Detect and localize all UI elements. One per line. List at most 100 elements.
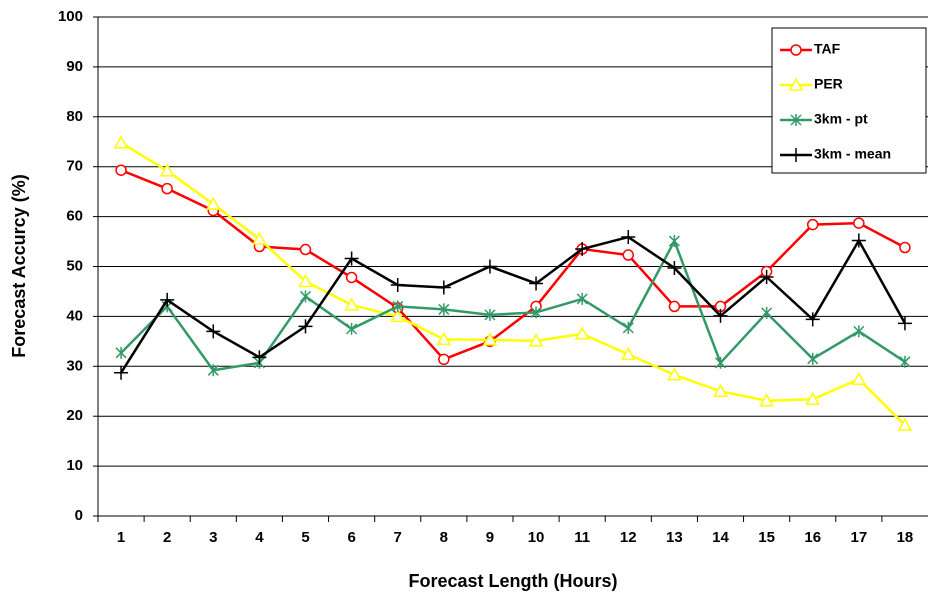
x-tick-label: 1 <box>117 529 125 546</box>
data-point <box>252 231 267 245</box>
data-point <box>576 292 588 305</box>
x-tick-label: 6 <box>347 529 355 546</box>
x-tick-label: 2 <box>163 529 171 546</box>
x-tick-label: 17 <box>850 529 867 546</box>
data-point <box>622 249 635 261</box>
data-point <box>529 276 544 291</box>
x-axis-title: Forecast Length (Hours) <box>408 571 617 591</box>
data-point <box>390 308 405 323</box>
x-tick-label: 14 <box>712 529 729 546</box>
x-tick-label: 3 <box>209 529 217 546</box>
legend-marker <box>788 77 804 91</box>
series-line <box>120 141 906 427</box>
data-point <box>298 273 313 288</box>
x-tick-label: 13 <box>666 529 683 546</box>
data-point <box>805 312 820 327</box>
y-tick-label: 80 <box>66 108 83 125</box>
data-point <box>621 230 636 245</box>
y-tick-label: 60 <box>66 208 83 225</box>
data-point <box>115 346 127 359</box>
data-point <box>436 280 451 295</box>
y-tick-label: 30 <box>66 357 83 374</box>
y-tick-label: 20 <box>66 407 83 424</box>
data-point <box>667 260 682 275</box>
data-point <box>761 306 773 319</box>
x-tick-label: 11 <box>574 529 590 546</box>
legend-marker <box>790 44 802 56</box>
y-tick-label: 0 <box>75 507 83 524</box>
y-tick-label: 10 <box>66 457 83 474</box>
data-point <box>207 364 219 377</box>
data-point <box>482 259 497 274</box>
x-tick-label: 18 <box>897 529 914 546</box>
data-point <box>806 218 819 231</box>
y-tick-label: 40 <box>66 307 83 324</box>
y-tick-label: 100 <box>58 8 83 25</box>
x-tick-label: 16 <box>804 529 821 546</box>
data-point <box>575 242 590 257</box>
legend-marker <box>789 148 803 162</box>
data-point <box>899 241 911 254</box>
x-tick-label: 10 <box>528 529 545 546</box>
data-point <box>853 217 865 229</box>
y-axis-title: Forecast Accurcy (%) <box>9 174 29 357</box>
data-point <box>344 297 359 311</box>
data-point <box>392 300 404 313</box>
data-point <box>346 322 358 335</box>
data-point <box>530 306 542 319</box>
data-point <box>344 251 359 266</box>
data-point <box>853 325 865 338</box>
data-point <box>436 331 452 346</box>
data-point <box>897 417 913 431</box>
data-point <box>161 182 173 195</box>
data-point <box>667 367 682 381</box>
y-tick-label: 90 <box>66 58 83 75</box>
data-point <box>159 163 175 177</box>
x-tick-label: 8 <box>440 529 448 546</box>
data-point <box>805 391 820 405</box>
x-tick-label: 12 <box>620 529 637 546</box>
series-line <box>120 169 906 361</box>
data-point <box>438 353 450 366</box>
legend-label: 3km - mean <box>814 146 891 162</box>
data-point <box>298 319 313 334</box>
data-point <box>160 292 175 307</box>
data-point <box>851 371 867 386</box>
data-point <box>113 135 129 149</box>
x-tick-label: 5 <box>301 529 309 546</box>
x-tick-label: 7 <box>394 529 402 546</box>
data-point <box>482 332 498 346</box>
data-point <box>621 346 636 361</box>
data-point <box>484 308 496 321</box>
data-point <box>668 235 680 248</box>
series-line <box>120 238 906 372</box>
series-line <box>119 235 907 374</box>
data-point <box>574 326 590 340</box>
data-point <box>622 321 634 334</box>
legend-label: PER <box>814 76 843 92</box>
x-tick-label: 4 <box>255 529 264 546</box>
y-tick-label: 70 <box>66 158 83 175</box>
data-point <box>206 196 221 210</box>
data-point <box>668 300 681 313</box>
data-point <box>807 352 819 365</box>
y-tick-label: 50 <box>66 257 83 274</box>
data-point <box>713 383 728 397</box>
data-point <box>899 355 911 368</box>
data-point <box>759 393 774 407</box>
legend-marker <box>790 114 802 126</box>
data-point <box>851 233 866 248</box>
data-point <box>759 269 774 284</box>
data-point <box>713 308 728 323</box>
data-point <box>528 333 544 347</box>
data-point <box>390 277 405 292</box>
data-point <box>299 290 312 303</box>
data-point <box>714 356 727 369</box>
data-point <box>345 271 358 284</box>
legend-label: 3km - pt <box>814 111 868 127</box>
data-point <box>438 303 450 316</box>
data-point <box>206 324 221 339</box>
data-point <box>115 164 127 176</box>
x-tick-label: 9 <box>486 529 494 546</box>
